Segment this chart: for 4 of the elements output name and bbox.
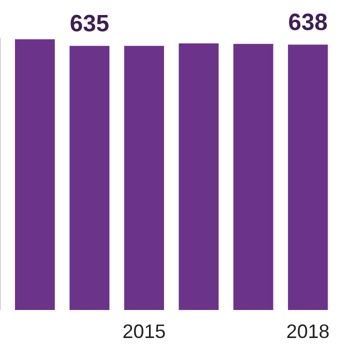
x-tick-label: 2018 (287, 324, 329, 338)
data-label: 638 (289, 14, 327, 30)
data-label: 635 (70, 14, 109, 32)
x-tick-label: 2015 (123, 324, 165, 338)
